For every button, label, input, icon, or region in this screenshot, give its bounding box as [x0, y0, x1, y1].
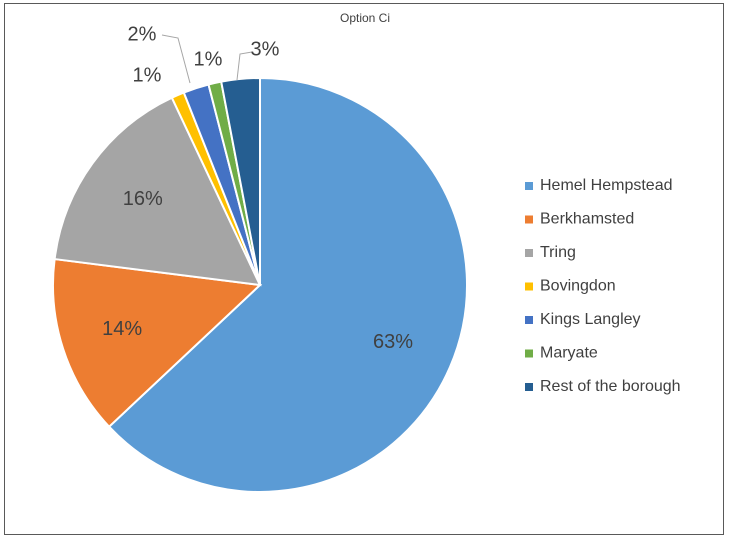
data-label: 14%: [102, 318, 142, 340]
leader-line: [236, 51, 253, 81]
legend-label: Maryate: [540, 345, 598, 362]
legend-swatch: [525, 215, 533, 224]
legend-swatch: [525, 316, 533, 324]
legend-label: Berkhamsted: [540, 211, 634, 228]
legend-label: Hemel Hempstead: [540, 177, 673, 194]
chart-title: Option Ci: [340, 11, 390, 25]
pie-slice: [220, 76, 261, 286]
leader-line: [161, 34, 191, 84]
data-label: 1%: [194, 48, 223, 70]
legend-swatch: [525, 383, 533, 391]
legend-label: Rest of the borough: [540, 378, 681, 395]
pie-slice: [52, 257, 263, 429]
pie-slice: [53, 96, 262, 287]
data-label: 63%: [373, 331, 413, 353]
legend-swatch: [525, 249, 533, 257]
legend-swatch: [525, 182, 533, 190]
legend-swatch: [525, 349, 533, 358]
legend-label: Bovingdon: [540, 278, 616, 295]
legend-swatch: [525, 282, 533, 291]
data-label: 16%: [123, 188, 163, 210]
data-label: 3%: [251, 38, 280, 60]
pie-slice: [107, 76, 468, 493]
data-label: 2%: [128, 23, 157, 45]
legend-label: Kings Langley: [540, 311, 641, 328]
data-label: 1%: [133, 64, 162, 86]
legend-label: Tring: [540, 244, 576, 261]
